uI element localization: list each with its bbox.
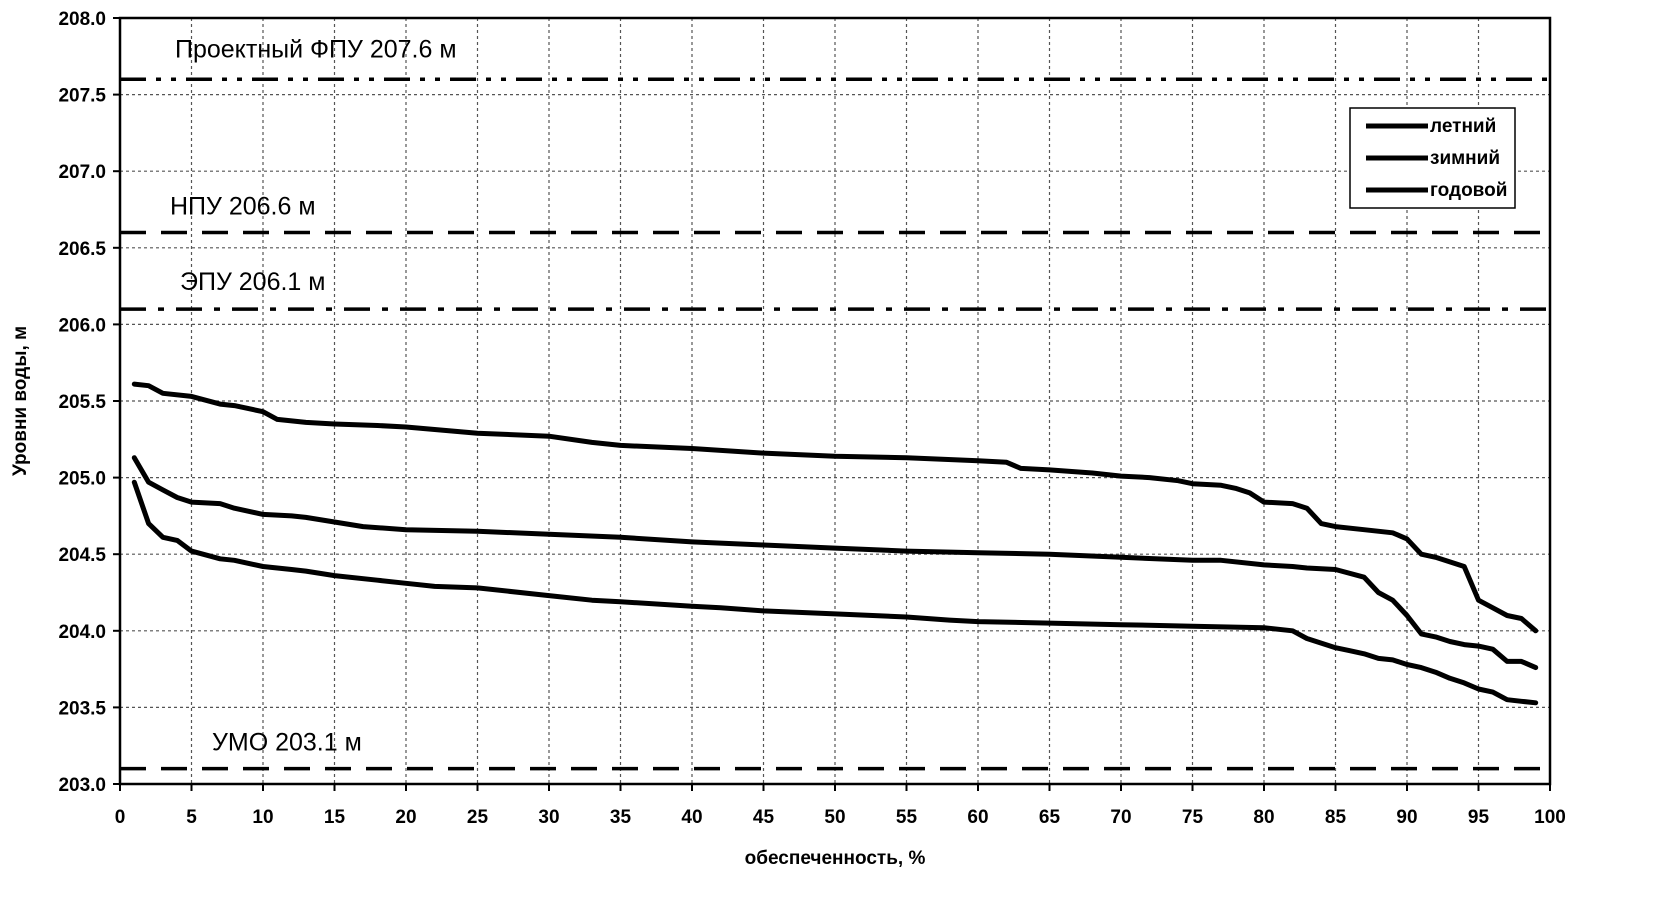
- x-tick-label: 35: [610, 807, 632, 828]
- x-tick-label: 70: [1110, 807, 1131, 828]
- x-tick-label: 25: [467, 807, 489, 828]
- y-tick-label: 206.5: [58, 239, 106, 260]
- y-tick-label: 204.5: [58, 545, 106, 566]
- y-tick-label: 204.0: [58, 622, 106, 643]
- x-tick-label: 20: [395, 807, 416, 828]
- y-tick-label: 205.5: [58, 392, 106, 413]
- x-tick-label: 5: [186, 807, 197, 828]
- y-tick-label: 206.0: [58, 315, 106, 336]
- grid: [120, 18, 1550, 784]
- x-tick-label: 85: [1325, 807, 1347, 828]
- series-line-3: [131, 479, 1539, 706]
- x-tick-label: 60: [967, 807, 988, 828]
- x-tick-label: 30: [538, 807, 559, 828]
- x-tick-label: 80: [1253, 807, 1274, 828]
- y-axis-title: Уровни воды, м: [10, 326, 31, 476]
- legend: летний зимний годовой: [1349, 107, 1516, 209]
- reference-line-label: Проектный ФПУ 207.6 м: [175, 35, 457, 63]
- x-tick-label: 75: [1182, 807, 1204, 828]
- x-tick-label: 90: [1396, 807, 1417, 828]
- y-tick-label: 203.0: [58, 775, 106, 796]
- x-tick-label: 95: [1468, 807, 1490, 828]
- x-tick-label: 10: [252, 807, 273, 828]
- y-tick-label: 207.5: [58, 86, 106, 107]
- y-tick-label: 208.0: [58, 9, 106, 30]
- series-line-1: [131, 381, 1539, 634]
- series-lines: [131, 381, 1539, 706]
- x-tick-label: 0: [115, 807, 126, 828]
- series-line-2: [131, 455, 1539, 671]
- x-tick-label: 65: [1039, 807, 1061, 828]
- legend-label: годовой: [1430, 180, 1507, 201]
- reference-line-label: УМО 203.1 м: [212, 729, 362, 757]
- legend-label: зимний: [1430, 148, 1500, 169]
- reference-lines: Проектный ФПУ 207.6 м НПУ 206.6 м ЭПУ 206.…: [120, 35, 1550, 771]
- y-tick-label: 203.5: [58, 698, 106, 719]
- y-tick-label: 207.0: [58, 162, 106, 183]
- x-tick-label: 100: [1534, 807, 1566, 828]
- x-axis-title: обеспеченность, %: [745, 848, 926, 869]
- x-tick-label: 45: [753, 807, 775, 828]
- x-tick-label: 40: [681, 807, 702, 828]
- x-tick-label: 15: [324, 807, 346, 828]
- axes: 0 5 10 15 20 25 30 35 40 45 50 55 60 65 70 75 80 85 90 95 10…: [58, 9, 1565, 828]
- reference-line-label: НПУ 206.6 м: [170, 192, 316, 220]
- x-tick-label: 55: [896, 807, 918, 828]
- reference-line-label: ЭПУ 206.1 м: [180, 268, 325, 296]
- legend-label: летний: [1430, 116, 1496, 137]
- x-tick-label: 50: [824, 807, 845, 828]
- y-tick-label: 205.0: [58, 469, 106, 490]
